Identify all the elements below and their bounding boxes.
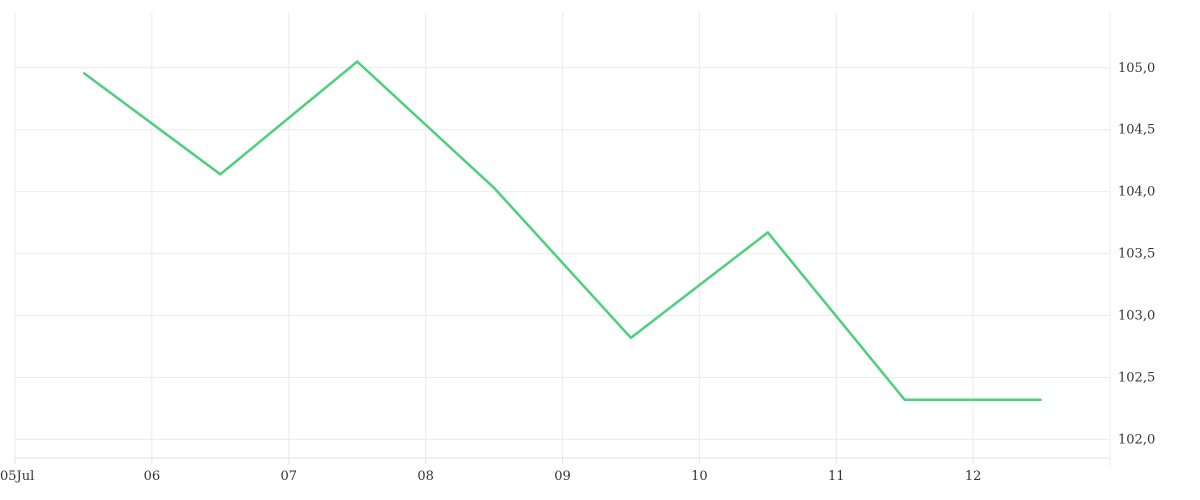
series-group	[82, 59, 1042, 402]
y-tick-label: 104,5	[1118, 123, 1155, 138]
x-tick-label: 09	[554, 469, 571, 484]
x-tick-label: 11	[828, 469, 845, 484]
series-line	[82, 59, 1042, 402]
y-tick-label: 105,0	[1118, 61, 1155, 76]
y-tick-label: 104,0	[1118, 185, 1155, 200]
x-tick-label: 10	[691, 469, 708, 484]
x-tick-label: 07	[280, 469, 297, 484]
axes	[14, 457, 1110, 464]
x-tick-label: 05Jul	[0, 469, 34, 484]
x-axis-labels: 05Jul 06 07 08 09 10 11 12	[0, 469, 981, 484]
y-tick-label: 103,0	[1118, 309, 1155, 324]
y-tick-label: 102,0	[1118, 432, 1155, 447]
x-tick-label: 06	[144, 469, 161, 484]
y-tick-label: 103,5	[1118, 247, 1155, 262]
x-tick-label: 12	[965, 469, 982, 484]
y-tick-label: 102,5	[1118, 370, 1155, 385]
y-axis-labels: 102,0 102,5 103,0 103,5 104,0 104,5 105,0	[1118, 61, 1155, 448]
x-tick-label: 08	[417, 469, 434, 484]
grid	[14, 12, 1111, 466]
